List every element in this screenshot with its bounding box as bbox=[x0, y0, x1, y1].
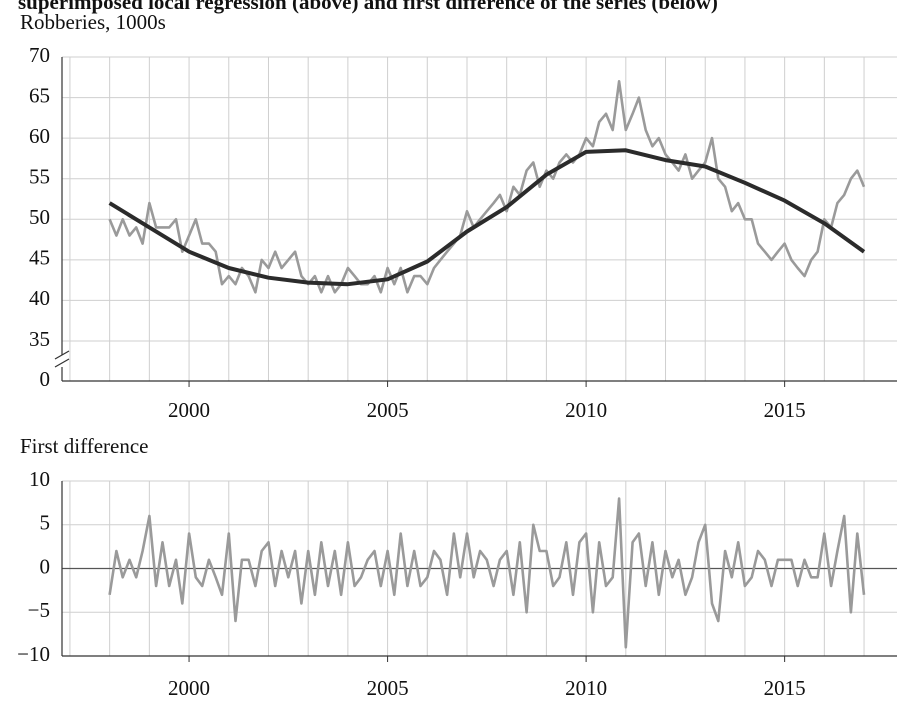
x-tick-label: 2000 bbox=[168, 398, 210, 422]
data-line bbox=[108, 80, 866, 294]
y-tick-label: 0 bbox=[40, 554, 51, 578]
chart-title: superimposed local regression (above) an… bbox=[18, 0, 718, 14]
y-tick-label: 5 bbox=[40, 511, 51, 535]
y-axis-label: Robberies, 1000s bbox=[20, 10, 166, 34]
x-tick-label: 2015 bbox=[764, 398, 806, 422]
data-line bbox=[108, 497, 866, 649]
smooth-line bbox=[108, 148, 866, 287]
y-tick-label: 50 bbox=[29, 205, 50, 229]
y-tick-label: 35 bbox=[29, 327, 50, 351]
y-tick-label: −10 bbox=[17, 642, 50, 666]
y-axis-label: First difference bbox=[20, 434, 148, 458]
y-tick-label: 60 bbox=[29, 124, 50, 148]
y-tick-label: 55 bbox=[29, 165, 50, 189]
x-tick-label: 2005 bbox=[367, 676, 409, 700]
x-tick-label: 2005 bbox=[367, 398, 409, 422]
y-tick-label: 70 bbox=[29, 43, 50, 67]
y-tick-label: 40 bbox=[29, 286, 50, 310]
x-tick-label: 2015 bbox=[764, 676, 806, 700]
y-tick-label: −5 bbox=[28, 598, 50, 622]
axis-break bbox=[54, 358, 70, 368]
axis-break bbox=[54, 350, 70, 360]
x-tick-label: 2010 bbox=[565, 676, 607, 700]
x-tick-label: 2000 bbox=[168, 676, 210, 700]
x-tick-label: 2010 bbox=[565, 398, 607, 422]
y-tick-label: 10 bbox=[29, 467, 50, 491]
y-tick-label: 45 bbox=[29, 246, 50, 270]
y-tick-label: 0 bbox=[40, 367, 51, 391]
y-tick-label: 65 bbox=[29, 83, 50, 107]
